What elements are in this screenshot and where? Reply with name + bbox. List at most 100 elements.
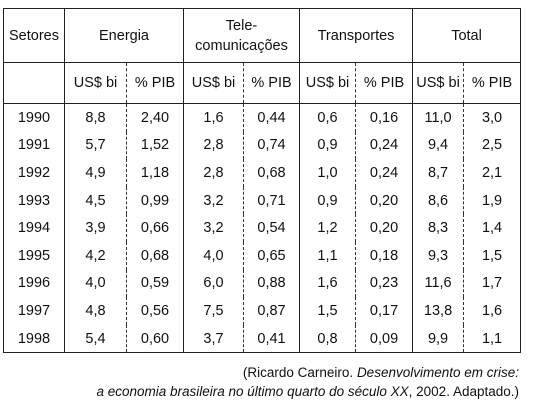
header-energia-usd: US$ bi bbox=[64, 62, 127, 104]
cell-year: 1996 bbox=[17, 275, 51, 292]
cell-energia-usd: 5,4 bbox=[64, 324, 127, 353]
source-suffix: , 2002. Adaptado.) bbox=[408, 384, 519, 399]
cell-total-usd: 11,6 bbox=[412, 269, 464, 298]
cell-tele-pib: 0,65 bbox=[243, 241, 300, 270]
cell-transp-pib: 0,16 bbox=[355, 103, 413, 132]
cell-energia-pib: 2,40 bbox=[125, 103, 184, 132]
header-transportes: Transportes bbox=[299, 8, 413, 63]
header-energia: Energia bbox=[63, 8, 184, 63]
cell-tele-usd: 3,2 bbox=[183, 214, 244, 242]
cell-energia-pib: 0,60 bbox=[125, 324, 184, 353]
cell-energia-pib: 0,68 bbox=[125, 241, 184, 270]
cell-year: 1998 bbox=[17, 330, 51, 347]
cell-total-usd: 9,9 bbox=[412, 324, 464, 353]
cell-total-pib: 1,6 bbox=[463, 297, 521, 325]
cell-transp-pib: 0,20 bbox=[355, 186, 413, 215]
cell-tele-usd: 6,0 bbox=[183, 269, 244, 298]
cell-total-usd: 8,7 bbox=[412, 159, 464, 187]
cell-year: 1994 bbox=[17, 220, 51, 237]
header-telecom-line1: Tele- bbox=[225, 17, 258, 34]
cell-tele-usd: 2,8 bbox=[183, 159, 244, 187]
header-empty bbox=[3, 62, 65, 104]
table-row: 1990 8,8 2,40 1,6 0,44 0,6 0,16 11,0 3,0 bbox=[4, 103, 521, 132]
cell-energia-usd: 5,7 bbox=[64, 131, 127, 160]
cell-total-usd: 9,3 bbox=[412, 241, 464, 270]
cell-total-usd: 11,0 bbox=[412, 103, 464, 132]
cell-transp-pib: 0,20 bbox=[355, 214, 413, 242]
cell-tele-pib: 0,87 bbox=[243, 297, 300, 325]
header-transp-usd: US$ bi bbox=[299, 62, 356, 104]
table-row: 1994 3,9 0,66 3,2 0,54 1,2 0,20 8,3 1,4 bbox=[4, 214, 521, 242]
cell-energia-usd: 4,8 bbox=[64, 297, 127, 325]
cell-tele-pib: 0,44 bbox=[243, 103, 300, 132]
cell-energia-pib: 0,56 bbox=[125, 297, 184, 325]
header-total: Total bbox=[412, 8, 521, 63]
cell-energia-pib: 0,59 bbox=[125, 269, 184, 298]
cell-year: 1993 bbox=[17, 192, 51, 209]
table-row: 1998 5,4 0,60 3,7 0,41 0,8 0,09 9,9 1,1 bbox=[4, 324, 521, 353]
source-citation: (Ricardo Carneiro. Desenvolvimento em cr… bbox=[96, 363, 519, 401]
header-row-groups: Setores Energia Tele-comunicações Transp… bbox=[3, 8, 521, 63]
cell-energia-pib: 0,99 bbox=[125, 186, 184, 215]
header-energia-pib: % PIB bbox=[125, 62, 184, 104]
table-row: 1992 4,9 1,18 2,8 0,68 1,0 0,24 8,7 2,1 bbox=[4, 159, 521, 187]
cell-energia-pib: 0,66 bbox=[125, 214, 184, 242]
cell-transp-pib: 0,09 bbox=[355, 324, 413, 353]
header-total-pib: % PIB bbox=[463, 62, 521, 104]
cell-year: 1995 bbox=[17, 247, 51, 264]
cell-energia-usd: 4,9 bbox=[64, 159, 127, 187]
cell-tele-pib: 0,74 bbox=[243, 131, 300, 160]
cell-year: 1991 bbox=[17, 137, 51, 154]
cell-tele-usd: 3,7 bbox=[183, 324, 244, 353]
cell-total-usd: 9,4 bbox=[412, 131, 464, 160]
cell-energia-usd: 8,8 bbox=[64, 103, 127, 132]
cell-transp-usd: 0,6 bbox=[299, 103, 356, 132]
cell-tele-usd: 4,0 bbox=[183, 241, 244, 270]
cell-total-pib: 2,1 bbox=[463, 159, 521, 187]
cell-transp-usd: 1,6 bbox=[299, 269, 356, 298]
cell-tele-pib: 0,68 bbox=[243, 159, 300, 187]
data-table: Setores Energia Tele-comunicações Transp… bbox=[3, 8, 522, 354]
cell-transp-pib: 0,18 bbox=[355, 241, 413, 270]
cell-energia-pib: 1,52 bbox=[125, 131, 184, 160]
cell-transp-usd: 1,1 bbox=[299, 241, 356, 270]
cell-energia-usd: 4,2 bbox=[64, 241, 127, 270]
cell-energia-pib: 1,18 bbox=[125, 159, 184, 187]
cell-tele-usd: 3,2 bbox=[183, 186, 244, 215]
cell-energia-usd: 4,0 bbox=[64, 269, 127, 298]
cell-tele-pib: 0,41 bbox=[243, 324, 300, 353]
cell-transp-pib: 0,24 bbox=[355, 131, 413, 160]
source-title-line2: a economia brasileira no último quarto d… bbox=[96, 384, 409, 399]
cell-total-usd: 8,6 bbox=[412, 186, 464, 215]
cell-year: 1997 bbox=[17, 302, 51, 319]
header-tele-pib: % PIB bbox=[243, 62, 300, 104]
cell-energia-usd: 3,9 bbox=[64, 214, 127, 242]
cell-tele-usd: 1,6 bbox=[183, 103, 244, 132]
cell-total-pib: 1,4 bbox=[463, 214, 521, 242]
header-total-usd: US$ bi bbox=[412, 62, 464, 104]
cell-tele-pib: 0,71 bbox=[243, 186, 300, 215]
cell-transp-usd: 0,9 bbox=[299, 131, 356, 160]
cell-year: 1992 bbox=[17, 164, 51, 181]
cell-transp-pib: 0,23 bbox=[355, 269, 413, 298]
source-prefix: (Ricardo Carneiro. bbox=[242, 365, 357, 380]
cell-year: 1990 bbox=[17, 109, 51, 126]
cell-transp-usd: 0,8 bbox=[299, 324, 356, 353]
source-title-line1: Desenvolvimento em crise: bbox=[356, 365, 519, 380]
header-telecom: Tele-comunicações bbox=[183, 8, 300, 63]
table-row: 1993 4,5 0,99 3,2 0,71 0,9 0,20 8,6 1,9 bbox=[4, 186, 521, 215]
cell-total-usd: 8,3 bbox=[412, 214, 464, 242]
table-row: 1995 4,2 0,68 4,0 0,65 1,1 0,18 9,3 1,5 bbox=[4, 241, 521, 270]
cell-transp-pib: 0,24 bbox=[355, 159, 413, 187]
header-setores: Setores bbox=[3, 8, 65, 63]
cell-total-usd: 13,8 bbox=[412, 297, 464, 325]
cell-energia-usd: 4,5 bbox=[64, 186, 127, 215]
cell-total-pib: 1,9 bbox=[463, 186, 521, 215]
cell-tele-pib: 0,54 bbox=[243, 214, 300, 242]
header-row-units: US$ bi % PIB US$ bi % PIB US$ bi % PIB U… bbox=[3, 62, 521, 104]
header-transp-pib: % PIB bbox=[355, 62, 413, 104]
cell-tele-usd: 7,5 bbox=[183, 297, 244, 325]
header-telecom-line2: comunicações bbox=[195, 37, 288, 54]
cell-transp-usd: 1,0 bbox=[299, 159, 356, 187]
table-row: 1996 4,0 0,59 6,0 0,88 1,6 0,23 11,6 1,7 bbox=[4, 269, 521, 298]
